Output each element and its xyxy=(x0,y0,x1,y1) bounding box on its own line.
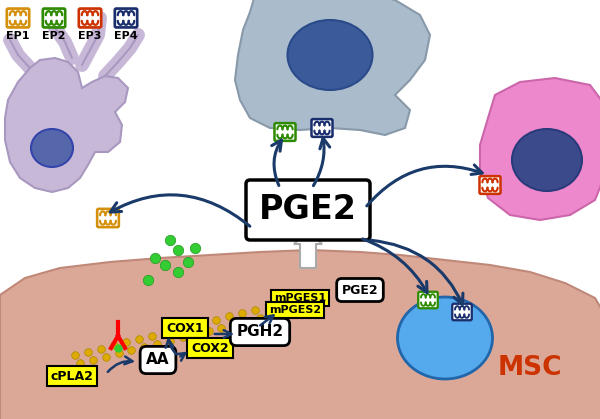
FancyBboxPatch shape xyxy=(97,209,119,227)
FancyBboxPatch shape xyxy=(452,304,472,320)
Text: AA: AA xyxy=(146,352,170,367)
Ellipse shape xyxy=(31,129,73,167)
Text: COX1: COX1 xyxy=(166,321,204,334)
Text: PGE2: PGE2 xyxy=(259,194,357,227)
Text: EP4: EP4 xyxy=(114,31,138,41)
FancyBboxPatch shape xyxy=(418,292,438,308)
FancyArrow shape xyxy=(294,230,322,268)
Ellipse shape xyxy=(512,129,582,191)
Polygon shape xyxy=(5,58,128,192)
FancyBboxPatch shape xyxy=(246,180,370,240)
FancyBboxPatch shape xyxy=(274,123,296,141)
Text: mPGES1: mPGES1 xyxy=(274,293,326,303)
Text: EP3: EP3 xyxy=(79,31,101,41)
Text: MSC: MSC xyxy=(498,355,562,381)
FancyBboxPatch shape xyxy=(115,8,137,27)
Text: EP1: EP1 xyxy=(6,31,30,41)
Polygon shape xyxy=(480,78,600,220)
Text: cPLA2: cPLA2 xyxy=(50,370,94,383)
FancyBboxPatch shape xyxy=(479,176,500,194)
Text: mPGES2: mPGES2 xyxy=(269,305,321,315)
FancyBboxPatch shape xyxy=(7,8,29,27)
Text: PGH2: PGH2 xyxy=(236,324,284,339)
Ellipse shape xyxy=(398,297,493,379)
FancyBboxPatch shape xyxy=(43,8,65,27)
Ellipse shape xyxy=(287,20,373,90)
Polygon shape xyxy=(235,0,430,135)
Text: COX2: COX2 xyxy=(191,341,229,354)
Text: PGE2: PGE2 xyxy=(341,284,379,297)
FancyBboxPatch shape xyxy=(79,8,101,27)
FancyBboxPatch shape xyxy=(311,119,332,137)
Polygon shape xyxy=(0,250,600,419)
Text: EP2: EP2 xyxy=(42,31,66,41)
